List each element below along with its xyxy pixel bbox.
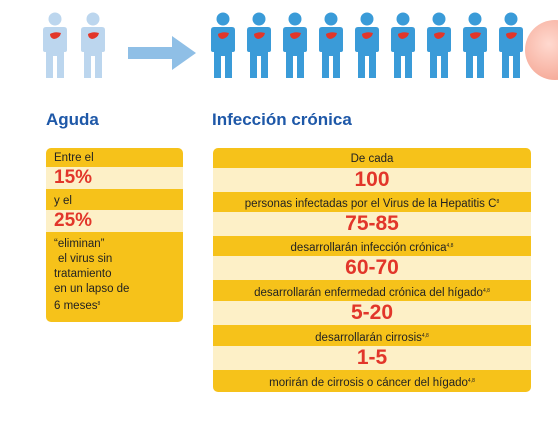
arrow-right-icon: [128, 36, 196, 70]
person-icon: [460, 12, 490, 80]
chronic-figures: [208, 12, 526, 80]
acute-line-3: “eliminan”: [54, 238, 105, 250]
person-icon: [316, 12, 346, 80]
acute-line-6: en un lapso de: [54, 283, 130, 295]
chronic-box: De cada 100 personas infectadas por el V…: [213, 148, 531, 392]
person-icon: [244, 12, 274, 80]
person-icon: [496, 12, 526, 80]
chronic-item-label: morirán de cirrosis o cáncer del hígado4…: [269, 377, 475, 389]
chronic-item-value: 5-20: [213, 301, 531, 325]
chronic-item-label: desarrollarán cirrosis4,8: [315, 332, 429, 344]
chronic-total-label: personas infectadas por el Virus de la H…: [244, 198, 500, 210]
acute-line-5: tratamiento: [54, 268, 112, 280]
chronic-item-value: 1-5: [213, 346, 531, 370]
acute-figures: [40, 12, 110, 80]
acute-line-1: Entre el: [54, 152, 94, 164]
acute-value-2: 25%: [46, 210, 183, 232]
person-icon: [40, 12, 70, 80]
acute-box: Entre el 15% y el 25% “eliminan” el viru…: [46, 148, 183, 322]
person-icon: [388, 12, 418, 80]
acute-line-4: el virus sin: [58, 253, 113, 265]
person-icon: [424, 12, 454, 80]
person-icon: [280, 12, 310, 80]
acute-title: Aguda: [46, 110, 99, 129]
acute-ref: 8: [97, 301, 101, 307]
chronic-title: Infección crónica: [212, 110, 352, 129]
chronic-item-value: 60-70: [213, 256, 531, 280]
acute-line-7: 6 meses8: [54, 300, 101, 312]
chronic-intro: De cada: [350, 153, 394, 165]
acute-value-1: 15%: [46, 167, 183, 189]
person-icon: [208, 12, 238, 80]
chronic-item-value: 75-85: [213, 212, 531, 236]
decorative-circle: [525, 20, 558, 80]
chronic-item-label: desarrollarán infección crónica4,8: [290, 242, 454, 254]
person-icon: [352, 12, 382, 80]
chronic-item-label: desarrollarán enfermedad crónica del híg…: [254, 287, 490, 299]
chronic-total: 100: [213, 168, 531, 192]
acute-line-2: y el: [54, 195, 72, 207]
person-icon: [78, 12, 108, 80]
